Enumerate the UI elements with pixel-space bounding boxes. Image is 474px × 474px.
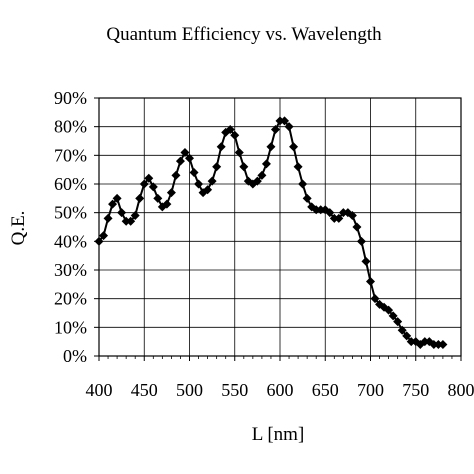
x-tick-label: 450 [131, 380, 158, 400]
x-tick-label: 600 [267, 380, 294, 400]
y-tick-label: 90% [54, 88, 87, 108]
data-point [388, 311, 398, 321]
data-point [370, 294, 380, 304]
data-point [289, 142, 299, 152]
data-point [121, 216, 131, 226]
data-point [194, 179, 204, 189]
data-point [284, 122, 294, 132]
grid [99, 98, 461, 356]
y-tick-label: 30% [54, 260, 87, 280]
data-point [325, 208, 335, 218]
y-tick-label: 60% [54, 174, 87, 194]
y-tick-label: 50% [54, 203, 87, 223]
data-point [180, 147, 190, 157]
y-tick-label: 0% [63, 346, 87, 366]
data-point [316, 205, 326, 215]
data-point [234, 147, 244, 157]
data-point [275, 116, 285, 126]
data-point [135, 193, 145, 203]
data-point [384, 305, 394, 315]
data-point [175, 156, 185, 166]
y-axis: 0% 10% 20% 30% 40% 50% 60% 70% 80% 90% [54, 88, 99, 366]
y-axis-label: Q.E. [8, 211, 29, 246]
data-point [162, 199, 172, 209]
data-point [420, 337, 430, 347]
data-point [298, 179, 308, 189]
data-point [112, 193, 122, 203]
data-point [148, 182, 158, 192]
data-point [429, 340, 439, 350]
data-point [130, 211, 140, 221]
x-axis: 400 450 500 550 600 650 700 750 800 [86, 356, 474, 400]
data-point [139, 179, 149, 189]
data-point [402, 331, 412, 341]
data-point [393, 317, 403, 327]
x-tick-label: 550 [221, 380, 248, 400]
data-point [189, 168, 199, 178]
data-point [433, 340, 443, 350]
data-point [126, 216, 136, 226]
data-point [338, 208, 348, 218]
data-point [207, 176, 217, 186]
data-point [212, 162, 222, 172]
y-tick-label: 20% [54, 289, 87, 309]
data-point [311, 205, 321, 215]
data-point [99, 231, 109, 241]
x-axis-label: L [nm] [252, 424, 305, 445]
data-point [117, 208, 127, 218]
data-point [406, 337, 416, 347]
data-point [216, 142, 226, 152]
data-point [293, 162, 303, 172]
data-point [302, 193, 312, 203]
data-point [334, 213, 344, 223]
data-point [94, 236, 104, 246]
data-point [108, 199, 118, 209]
data-point [221, 127, 231, 137]
data-point [397, 325, 407, 335]
data-point [230, 130, 240, 140]
x-tick-label: 750 [402, 380, 429, 400]
data-point [352, 222, 362, 232]
data-point [261, 159, 271, 169]
y-tick-label: 70% [54, 145, 87, 165]
data-point [239, 162, 249, 172]
data-point [153, 193, 163, 203]
x-tick-label: 800 [448, 380, 474, 400]
data-point [225, 125, 235, 135]
series-layer [94, 116, 448, 350]
y-tick-label: 40% [54, 231, 87, 251]
x-tick-label: 500 [176, 380, 203, 400]
x-tick-label: 700 [357, 380, 384, 400]
data-point [270, 125, 280, 135]
y-tick-label: 80% [54, 117, 87, 137]
data-point [166, 188, 176, 198]
data-point [266, 142, 276, 152]
data-point [257, 170, 267, 180]
x-tick-label: 400 [86, 380, 113, 400]
data-point [438, 340, 448, 350]
data-point [252, 176, 262, 186]
data-point [280, 116, 290, 126]
data-point [347, 211, 357, 221]
data-point [329, 213, 339, 223]
data-point [185, 153, 194, 163]
data-point [361, 256, 371, 266]
chart-title: Quantum Efficiency vs. Wavelength [106, 24, 382, 45]
data-point [171, 170, 181, 180]
data-point [356, 236, 366, 246]
x-tick-label: 650 [312, 380, 339, 400]
data-point [103, 213, 113, 223]
y-tick-label: 10% [54, 317, 87, 337]
data-point [144, 173, 154, 183]
data-point [366, 276, 375, 286]
data-point [203, 185, 213, 195]
